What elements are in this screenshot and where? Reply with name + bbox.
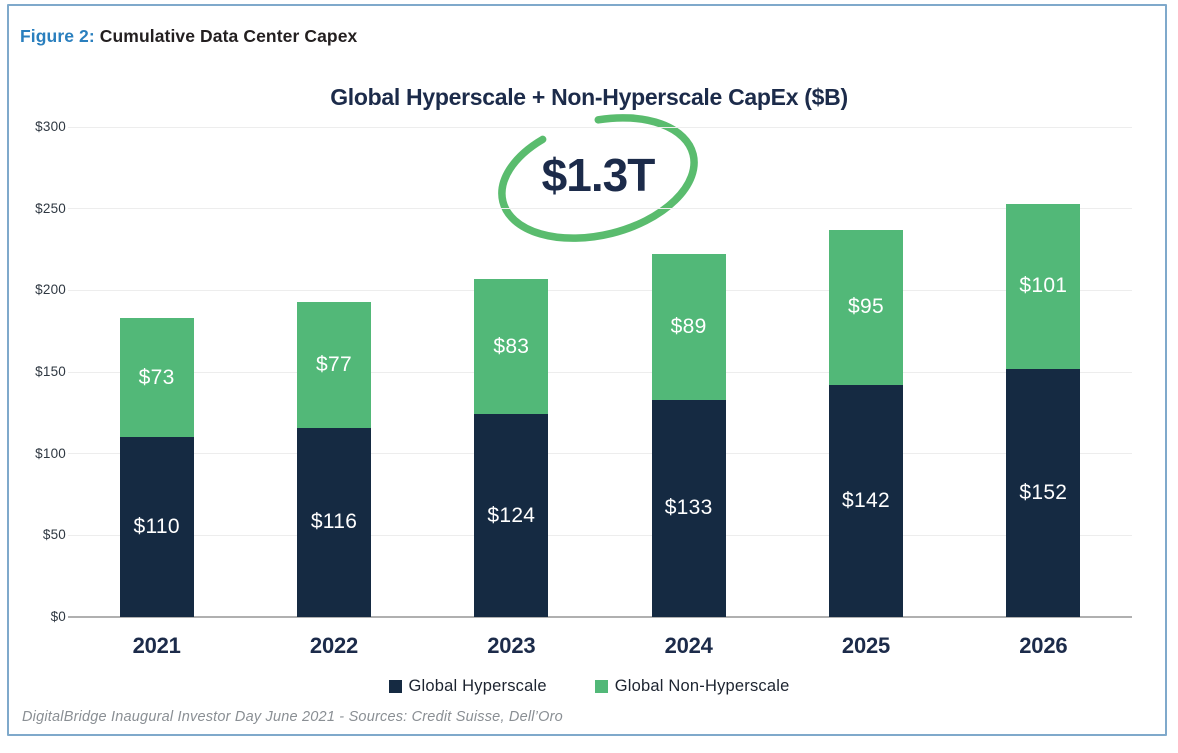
gridline [68, 534, 1132, 536]
bar-segment-non-hyperscale: $77 [297, 301, 371, 428]
x-axis-category-label: 2022 [309, 633, 359, 658]
bar-value-label-hyperscale: $133 [664, 496, 713, 520]
figure-title: Cumulative Data Center Capex [99, 26, 358, 46]
chart-title: Global Hyperscale + Non-Hyperscale CapEx… [330, 84, 848, 110]
figure-panel-border [7, 4, 1167, 736]
bar-value-label-hyperscale: $124 [487, 503, 536, 527]
source-attribution: DigitalBridge Inaugural Investor Day Jun… [22, 709, 563, 725]
bar-segment-non-hyperscale: $101 [1006, 203, 1081, 369]
annotation-ellipse [498, 114, 698, 242]
legend-swatch-hyperscale-icon [388, 680, 402, 693]
bar-value-label-non-hyperscale: $83 [493, 334, 530, 358]
bar-value-label-hyperscale: $116 [310, 510, 358, 534]
bar-segment-hyperscale: $152 [1006, 368, 1081, 617]
annotation-total-value: $1.3T [541, 149, 656, 201]
figure-header: Figure 2: Cumulative Data Center Capex [20, 26, 357, 47]
bar-value-label-non-hyperscale: $73 [138, 365, 175, 389]
legend: Global Hyperscale Global Non-Hyperscale [0, 677, 1178, 696]
bar-segment-non-hyperscale: $95 [829, 229, 903, 386]
bar-value-label-hyperscale: $142 [842, 489, 890, 513]
bar-value-label-non-hyperscale: $89 [670, 315, 707, 339]
bar-segment-hyperscale: $116 [297, 427, 371, 617]
bar-value-label-non-hyperscale: $77 [316, 352, 352, 376]
bar-segment-non-hyperscale: $89 [651, 254, 726, 400]
bar-segment-non-hyperscale: $73 [119, 318, 194, 438]
y-axis-tick-label: $200 [35, 282, 66, 298]
bar-segment-non-hyperscale: $83 [474, 278, 549, 415]
y-axis-tick-label: $100 [35, 445, 66, 461]
x-axis-category-label: 2024 [664, 633, 713, 658]
y-axis-tick-label: $250 [35, 200, 66, 216]
y-axis-tick-label: $0 [50, 609, 66, 624]
gridline [68, 453, 1132, 455]
y-axis-tick-label: $50 [42, 527, 66, 543]
figure-number-label: Figure 2: [20, 26, 95, 46]
y-axis-tick-label: $300 [35, 119, 66, 134]
bar-value-label-non-hyperscale: $95 [848, 295, 884, 319]
x-axis-category-label: 2021 [132, 633, 181, 658]
bar-value-label-hyperscale: $152 [1019, 480, 1068, 504]
x-axis-category-label: 2023 [487, 633, 536, 658]
gridline [68, 371, 1132, 373]
legend-swatch-non-hyperscale-icon [594, 680, 608, 693]
bar-segment-hyperscale: $110 [119, 437, 194, 617]
legend-label-hyperscale: Global Hyperscale [408, 677, 547, 695]
x-axis-category-label: 2026 [1019, 633, 1068, 658]
bar-segment-hyperscale: $133 [651, 399, 726, 617]
x-axis-category-label: 2025 [841, 633, 891, 658]
legend-item-hyperscale: Global Hyperscale [388, 677, 547, 696]
bar-value-label-non-hyperscale: $101 [1019, 274, 1068, 298]
legend-label-non-hyperscale: Global Non-Hyperscale [614, 677, 790, 695]
gridline [68, 289, 1132, 291]
gridline [68, 208, 1132, 210]
bar-segment-hyperscale: $142 [829, 385, 903, 617]
x-axis-baseline [68, 616, 1132, 618]
gridline [68, 126, 1132, 128]
bar-value-label-hyperscale: $110 [133, 515, 180, 539]
legend-item-non-hyperscale: Global Non-Hyperscale [594, 677, 790, 696]
hand-drawn-circle-icon [498, 114, 698, 242]
bar-segment-hyperscale: $124 [474, 414, 549, 617]
y-axis-tick-label: $150 [35, 364, 66, 379]
